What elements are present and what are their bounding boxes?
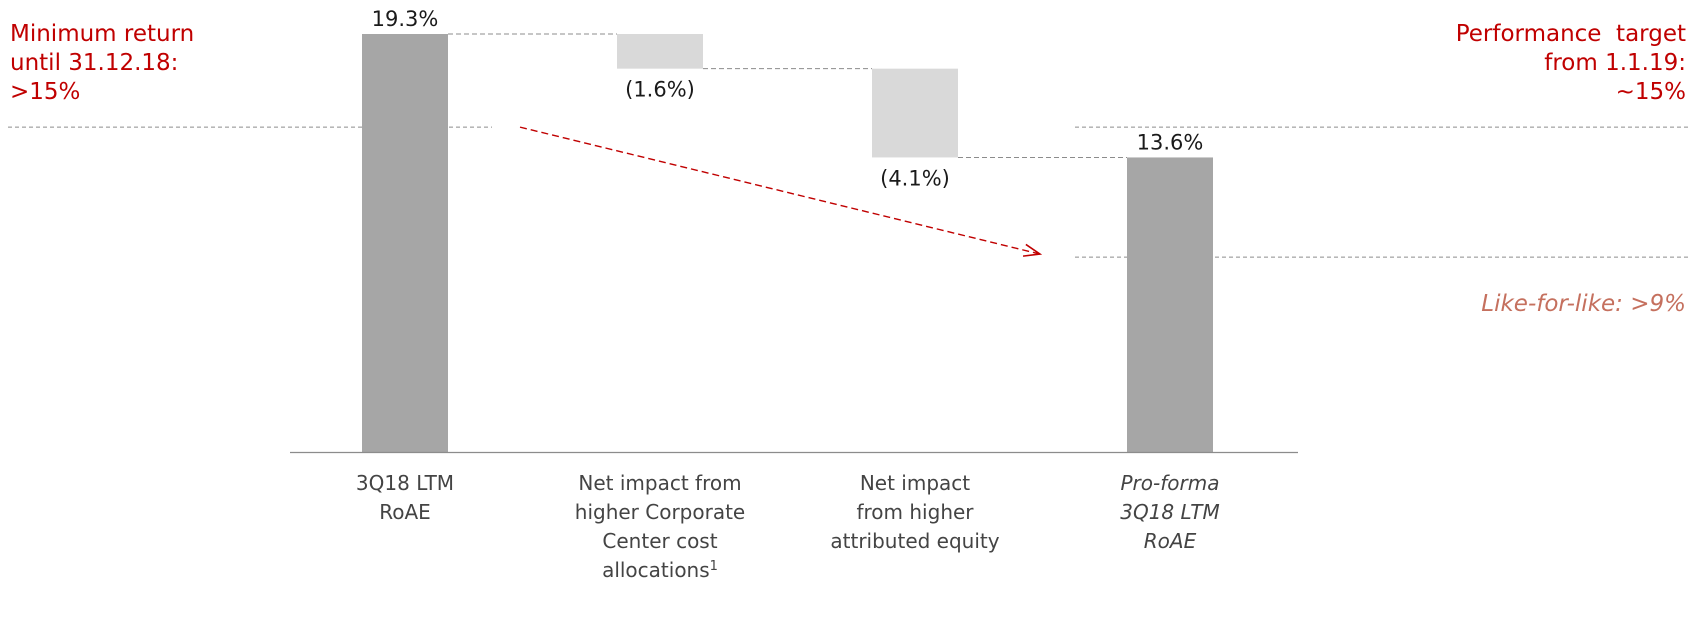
category-label-3-line-1: Net impact xyxy=(860,471,970,495)
minimum-return-line-2: until 31.12.18: xyxy=(10,50,179,76)
category-label-2-line-4: allocations1 xyxy=(602,558,718,582)
category-label-1-line-1: 3Q18 LTM xyxy=(356,471,454,495)
performance-target-line-1: Performance target xyxy=(1455,21,1686,47)
bar-1 xyxy=(362,34,448,452)
category-label-4-line-3: RoAE xyxy=(1144,529,1197,553)
category-label-4-line-2: 3Q18 LTM xyxy=(1120,500,1220,524)
bar-1-value-label: 19.3% xyxy=(372,7,439,31)
category-label-2-line-2: higher Corporate xyxy=(575,500,745,524)
category-label-2-line-1: Net impact from xyxy=(578,471,741,495)
bar-3-value-label: (4.1%) xyxy=(880,166,950,190)
like-for-like-annotation: Like-for-like: >9% xyxy=(1481,291,1686,317)
category-label-1-line-2: RoAE xyxy=(379,500,431,524)
bar-4 xyxy=(1127,157,1213,452)
minimum-return-annotation: Minimum return until 31.12.18: >15% xyxy=(10,20,194,107)
category-label-2-line-3: Center cost xyxy=(602,529,717,553)
category-label-4-line-1: Pro-forma xyxy=(1121,471,1220,495)
performance-target-line-3: ~15% xyxy=(1615,79,1686,105)
category-label-3-line-3: attributed equity xyxy=(830,529,999,553)
minimum-return-line-1: Minimum return xyxy=(10,21,195,47)
performance-target-line-2: from 1.1.19: xyxy=(1544,50,1686,76)
bar-4-value-label: 13.6% xyxy=(1137,130,1204,154)
bar-2 xyxy=(617,34,703,69)
performance-target-annotation: Performance target from 1.1.19: ~15% xyxy=(1456,20,1686,107)
category-label-3-line-2: from higher xyxy=(856,500,974,524)
trend-arrow xyxy=(519,126,1040,254)
bar-3 xyxy=(872,68,958,158)
minimum-return-line-3: >15% xyxy=(10,79,81,105)
bar-2-value-label: (1.6%) xyxy=(625,78,695,102)
